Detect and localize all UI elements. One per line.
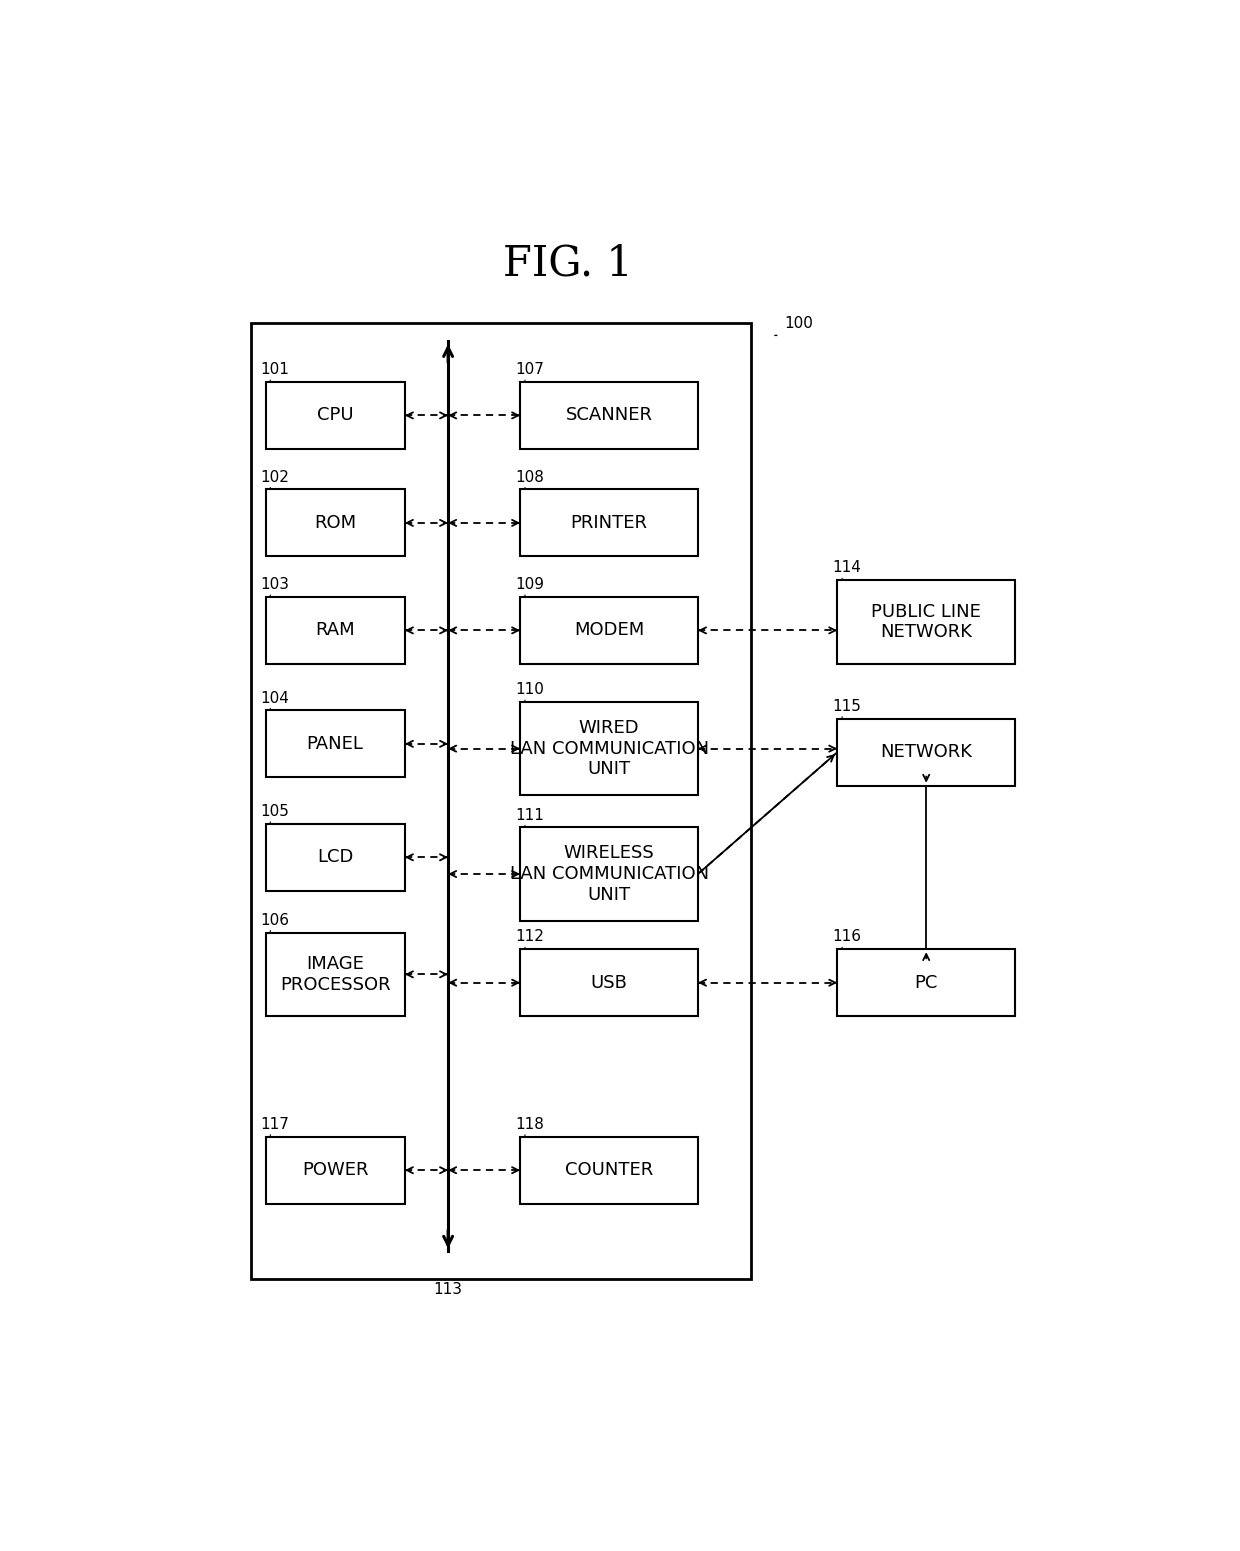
Text: IMAGE
PROCESSOR: IMAGE PROCESSOR <box>280 955 391 994</box>
Bar <box>265 932 404 1016</box>
Text: NETWORK: NETWORK <box>880 743 972 762</box>
Bar <box>521 827 698 921</box>
Bar <box>521 949 698 1016</box>
Text: 113: 113 <box>434 1283 463 1297</box>
Bar <box>265 490 404 557</box>
Text: 118: 118 <box>516 1117 544 1132</box>
Bar <box>265 597 404 664</box>
Bar <box>521 703 698 796</box>
Bar <box>521 382 698 448</box>
Bar <box>837 718 1016 786</box>
Text: 105: 105 <box>260 803 290 819</box>
Text: 117: 117 <box>260 1117 290 1132</box>
Text: 102: 102 <box>260 470 290 484</box>
Text: 108: 108 <box>516 470 544 484</box>
Text: 116: 116 <box>832 929 862 945</box>
Text: FIG. 1: FIG. 1 <box>503 244 634 285</box>
Text: MODEM: MODEM <box>574 622 645 639</box>
Text: 101: 101 <box>260 363 290 377</box>
Bar <box>265 710 404 777</box>
Bar <box>837 580 1016 664</box>
Text: 109: 109 <box>516 577 544 592</box>
Bar <box>265 382 404 448</box>
Bar <box>521 1137 698 1204</box>
Text: SCANNER: SCANNER <box>565 406 652 425</box>
Text: 107: 107 <box>516 363 544 377</box>
Text: 100: 100 <box>785 316 813 330</box>
Text: PRINTER: PRINTER <box>570 513 647 532</box>
Text: RAM: RAM <box>315 622 355 639</box>
Text: 115: 115 <box>832 700 862 713</box>
Bar <box>521 597 698 664</box>
Text: ROM: ROM <box>314 513 356 532</box>
Text: LCD: LCD <box>317 848 353 867</box>
Text: USB: USB <box>590 974 627 991</box>
Text: 104: 104 <box>260 690 290 706</box>
Text: WIRELESS
LAN COMMUNICATION
UNIT: WIRELESS LAN COMMUNICATION UNIT <box>510 844 708 904</box>
Text: PUBLIC LINE
NETWORK: PUBLIC LINE NETWORK <box>872 603 981 642</box>
Text: 103: 103 <box>260 577 290 592</box>
Text: CPU: CPU <box>317 406 353 425</box>
Bar <box>837 949 1016 1016</box>
Text: 112: 112 <box>516 929 544 945</box>
Text: PC: PC <box>915 974 937 991</box>
Text: POWER: POWER <box>301 1162 368 1179</box>
Text: 114: 114 <box>832 560 862 575</box>
Text: 106: 106 <box>260 912 290 927</box>
Text: 110: 110 <box>516 682 544 698</box>
Bar <box>521 490 698 557</box>
Text: PANEL: PANEL <box>306 735 363 752</box>
Bar <box>250 324 751 1280</box>
Text: WIRED
LAN COMMUNICATION
UNIT: WIRED LAN COMMUNICATION UNIT <box>510 718 708 779</box>
Text: 111: 111 <box>516 808 544 822</box>
Bar <box>265 1137 404 1204</box>
Bar <box>265 824 404 890</box>
Text: COUNTER: COUNTER <box>565 1162 653 1179</box>
